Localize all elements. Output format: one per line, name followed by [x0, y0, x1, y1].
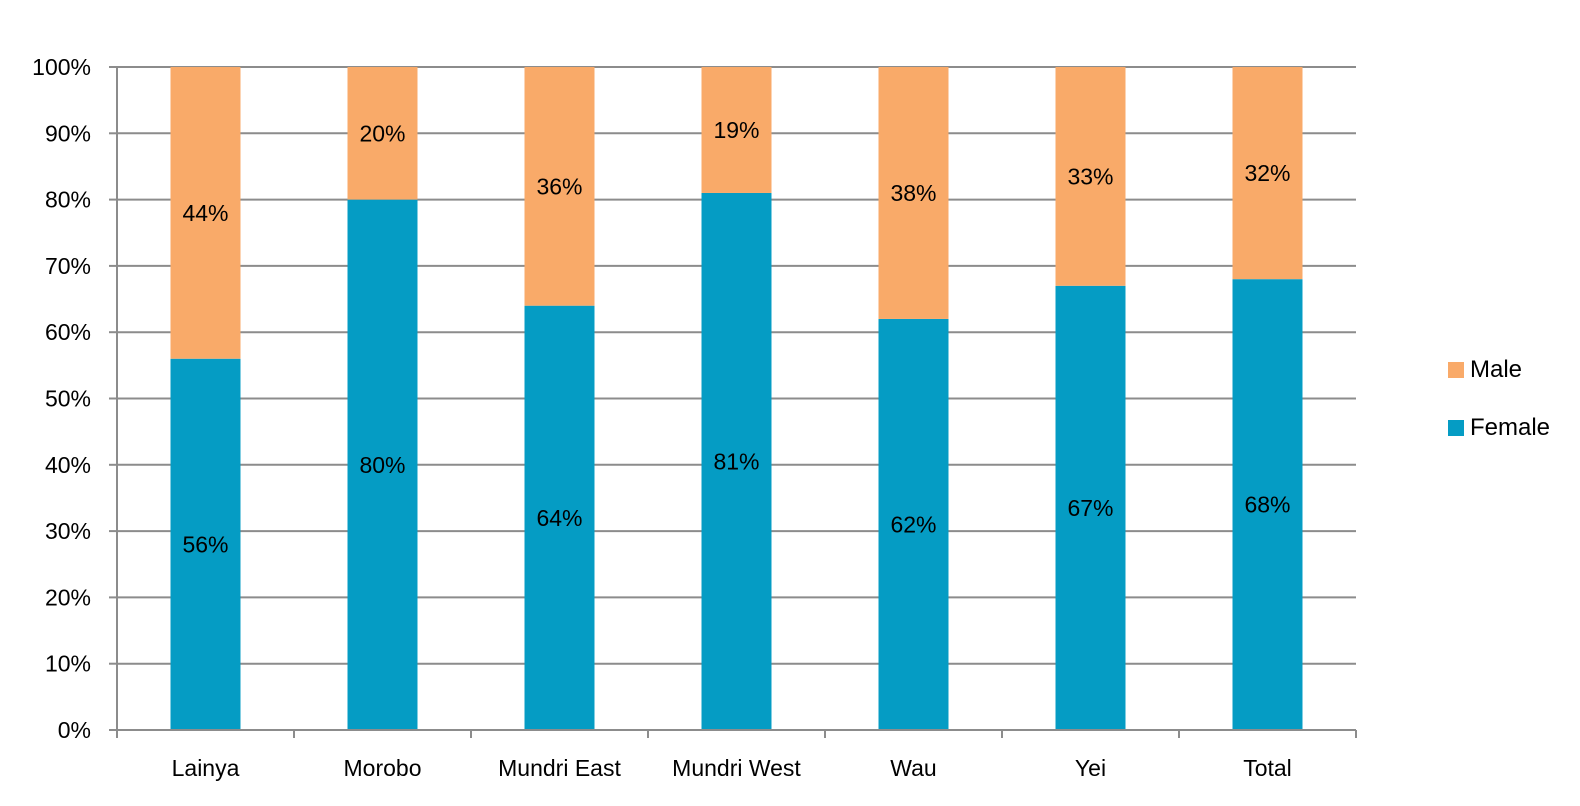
data-label-male: 33%: [1067, 163, 1113, 189]
x-tick-label: Yei: [1075, 755, 1106, 781]
bar-male: [1232, 67, 1303, 280]
bar-female: [1232, 279, 1303, 730]
y-tick-label: 10%: [45, 651, 91, 677]
bar-male: [524, 67, 595, 306]
data-label-female: 81%: [713, 448, 759, 474]
bar-male: [878, 67, 949, 319]
data-labels: 56% 44% 80% 20% 64% 36% 81% 19% 62% 38% 67% 33% 68% 3…: [182, 117, 1290, 557]
data-label-female: 64%: [536, 505, 582, 531]
y-tick-label: 40%: [45, 452, 91, 478]
x-tick-label: Total: [1243, 755, 1292, 781]
bar-female: [1055, 285, 1126, 730]
data-label-male: 20%: [359, 120, 405, 146]
y-tick-label: 20%: [45, 584, 91, 610]
y-tick-label: 30%: [45, 518, 91, 544]
bars: [170, 67, 1303, 731]
bar-female: [878, 318, 949, 730]
legend-swatch-female: [1448, 420, 1464, 436]
y-tick-label: 0%: [58, 717, 91, 743]
y-tick-label: 80%: [45, 187, 91, 213]
legend: Male Female: [1448, 354, 1550, 470]
y-tick-label: 50%: [45, 386, 91, 412]
axes: 0% 10% 20% 30% 40% 50% 60% 70% 80% 90% 100% Lainya M…: [32, 54, 1357, 781]
legend-item-female: Female: [1448, 412, 1550, 444]
data-label-male: 44%: [182, 200, 228, 226]
data-label-male: 32%: [1244, 160, 1290, 186]
x-tick-label: Mundri East: [498, 755, 621, 781]
bar-female: [347, 199, 418, 731]
data-label-male: 38%: [890, 180, 936, 206]
legend-item-male: Male: [1448, 354, 1550, 386]
data-label-male: 36%: [536, 173, 582, 199]
data-label-male: 19%: [713, 117, 759, 143]
bar-female: [524, 305, 595, 730]
data-label-female: 68%: [1244, 492, 1290, 518]
bar-male: [170, 67, 241, 359]
x-tick-label: Mundri West: [672, 755, 801, 781]
data-label-female: 56%: [182, 531, 228, 557]
data-label-female: 80%: [359, 452, 405, 478]
data-label-female: 62%: [890, 511, 936, 537]
legend-label-female: Female: [1470, 414, 1551, 441]
legend-swatch-male: [1448, 362, 1464, 378]
bar-male: [701, 67, 772, 193]
bar-female: [170, 358, 241, 730]
legend-label-male: Male: [1470, 356, 1523, 383]
x-tick-label: Morobo: [344, 755, 422, 781]
x-tick-label: Wau: [890, 755, 936, 781]
y-tick-label: 60%: [45, 319, 91, 345]
y-tick-label: 100%: [32, 54, 91, 80]
bar-male: [347, 67, 418, 200]
bar-male: [1055, 67, 1126, 286]
y-tick-label: 70%: [45, 253, 91, 279]
bar-female: [701, 192, 772, 731]
x-tick-label: Lainya: [172, 755, 240, 781]
y-tick-label: 90%: [45, 120, 91, 146]
data-label-female: 67%: [1067, 495, 1113, 521]
